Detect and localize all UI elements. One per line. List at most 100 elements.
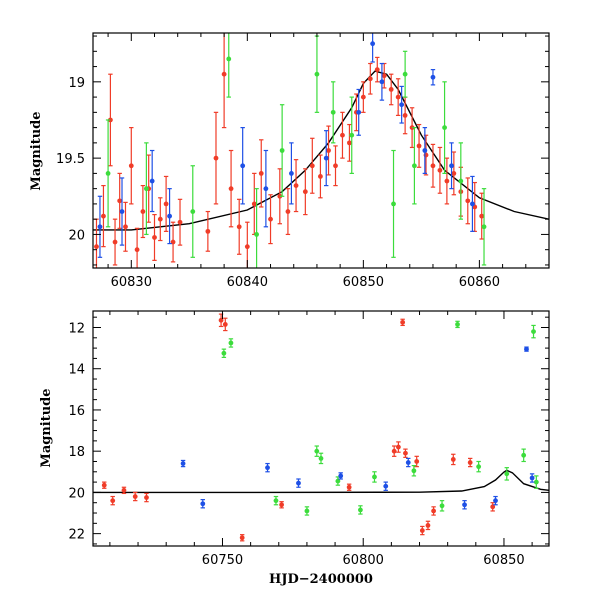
top-red-point xyxy=(228,186,234,192)
bottom-blue-point xyxy=(200,501,206,507)
top-blue-point xyxy=(97,224,103,230)
top-blue-point xyxy=(263,186,269,192)
top-frame xyxy=(92,32,550,269)
top-blue-point xyxy=(323,155,329,161)
top-blue-point xyxy=(399,102,405,108)
bottom-red-point xyxy=(101,482,107,488)
bottom-red-point xyxy=(467,460,473,465)
bottom-red-point xyxy=(396,444,401,450)
top-blue-point xyxy=(449,163,454,169)
top-x-tick-label: 60850 xyxy=(343,275,384,290)
bottom-y-tick-label: 22 xyxy=(68,528,85,543)
top-blue-point xyxy=(167,213,172,219)
top-red-point xyxy=(395,94,401,100)
top-red-point xyxy=(374,67,380,73)
top-red-point xyxy=(170,239,176,245)
top-red-point xyxy=(402,113,408,118)
bottom-red-point xyxy=(239,535,245,541)
bottom-green-point xyxy=(273,498,279,504)
bottom-green-point xyxy=(521,452,527,458)
top-series-red xyxy=(94,33,485,268)
top-blue-point xyxy=(430,74,436,80)
top-blue-point xyxy=(422,148,428,153)
top-x-tick-label: 60830 xyxy=(111,275,152,290)
bottom-x-tick-label: 60750 xyxy=(202,553,243,568)
top-red-point xyxy=(112,239,118,245)
top-blue-point xyxy=(370,41,376,47)
top-red-point xyxy=(381,73,387,79)
bottom-green-point xyxy=(504,471,510,477)
top-green-point xyxy=(105,170,111,176)
bottom-green-point xyxy=(411,468,417,474)
bottom-blue-point xyxy=(462,502,467,508)
bottom-blue-point xyxy=(296,480,301,486)
top-red-point xyxy=(213,155,219,161)
top-red-point xyxy=(388,87,394,92)
bottom-blue-point xyxy=(383,483,389,489)
bottom-green-point xyxy=(455,321,460,327)
top-red-point xyxy=(479,213,485,219)
bottom-green-point xyxy=(314,448,320,454)
bottom-green-point xyxy=(531,329,536,335)
top-y-tick-label: 19.5 xyxy=(56,152,85,167)
top-green-point xyxy=(314,71,320,77)
bottom-red-point xyxy=(400,319,406,325)
bottom-x-tick-label: 60800 xyxy=(343,553,384,568)
top-red-point xyxy=(309,163,315,169)
top-x-tick-label: 60860 xyxy=(459,275,500,290)
top-blue-point xyxy=(149,178,155,184)
bottom-red-point xyxy=(419,528,425,533)
top-series-blue xyxy=(97,33,475,258)
bottom-red-point xyxy=(450,457,456,462)
top-red-point xyxy=(205,228,211,234)
top-blue-point xyxy=(356,109,362,115)
top-red-point xyxy=(409,125,415,131)
top-green-point xyxy=(226,56,232,62)
top-blue-point xyxy=(240,163,246,169)
top-green-point xyxy=(190,209,196,214)
bottom-y-tick-label: 18 xyxy=(68,445,85,460)
bottom-red-point xyxy=(132,494,138,499)
top-x-tick-label: 60840 xyxy=(227,275,268,290)
bottom-series-green xyxy=(221,320,539,516)
top-red-point xyxy=(293,183,299,188)
top-red-point xyxy=(258,170,264,176)
top-red-point xyxy=(221,71,227,77)
bottom-blue-point xyxy=(493,498,498,504)
top-y-axis-label: Magnitude xyxy=(29,111,44,190)
bottom-green-point xyxy=(533,479,539,485)
top-red-point xyxy=(347,140,352,146)
top-red-point xyxy=(163,201,169,207)
top-red-point xyxy=(444,178,450,184)
top-red-point xyxy=(140,209,146,214)
top-blue-point xyxy=(470,201,475,207)
top-red-point xyxy=(340,132,345,138)
top-red-point xyxy=(101,213,106,219)
bottom-model-curve xyxy=(93,469,549,494)
bottom-blue-point xyxy=(529,475,535,481)
bottom-green-point xyxy=(304,508,310,514)
top-green-point xyxy=(143,186,149,192)
top-red-point xyxy=(326,148,331,153)
bottom-panel-light-curve-full: 60750 60800 60850 12 14 16 18 20 22 xyxy=(68,310,550,568)
top-blue-point xyxy=(119,209,125,214)
top-red-point xyxy=(277,193,283,199)
bottom-red-point xyxy=(222,321,228,327)
top-plot-area xyxy=(93,33,549,268)
top-red-point xyxy=(157,216,163,222)
top-red-point xyxy=(367,76,373,82)
top-red-point xyxy=(437,167,443,173)
top-red-point xyxy=(416,143,422,149)
bottom-y-axis-label: Magnitude xyxy=(39,388,54,467)
bottom-blue-point xyxy=(338,473,344,479)
bottom-red-point xyxy=(346,484,352,490)
top-red-point xyxy=(430,163,436,169)
bottom-x-tick-label: 60850 xyxy=(483,553,524,568)
bottom-red-point xyxy=(414,459,420,464)
bottom-red-point xyxy=(144,495,149,500)
bottom-red-point xyxy=(490,504,496,510)
top-green-point xyxy=(330,109,336,115)
top-green-point xyxy=(254,232,260,237)
bottom-frame xyxy=(92,310,550,547)
bottom-y-tick-label: 20 xyxy=(68,486,85,501)
